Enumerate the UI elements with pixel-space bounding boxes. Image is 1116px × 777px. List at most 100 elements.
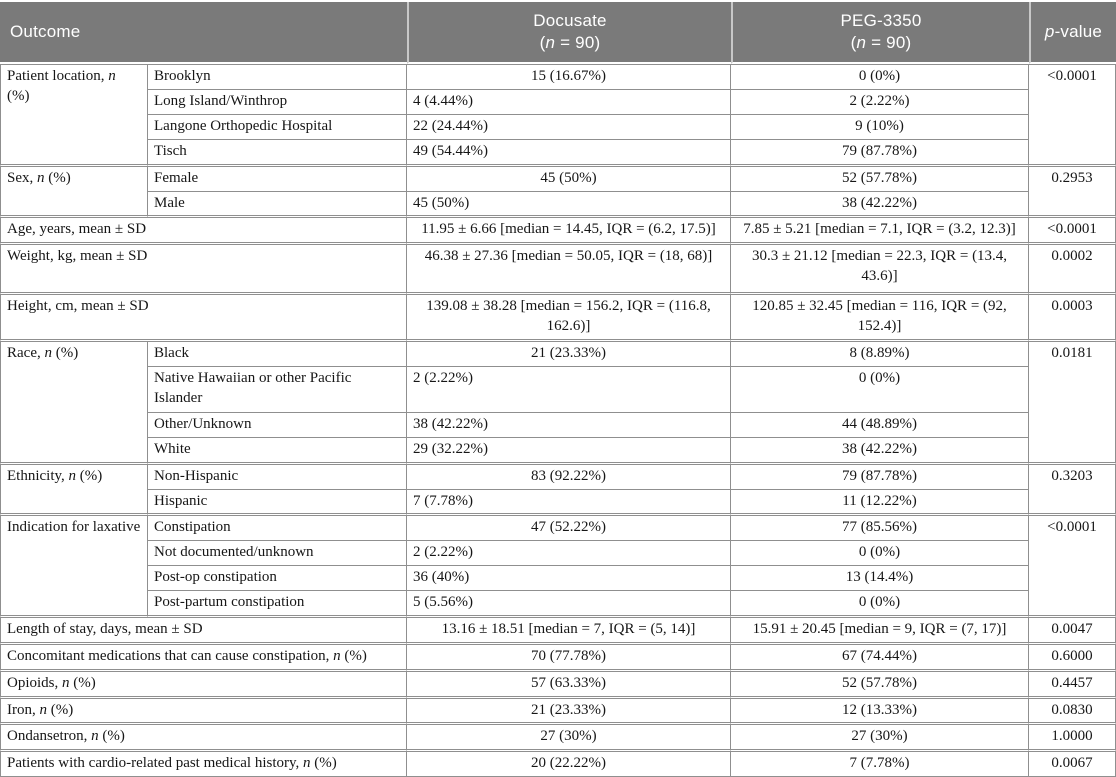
p-value: 0.2953 <box>1029 166 1116 219</box>
docusate-value: 49 (54.44%) <box>407 139 731 167</box>
group-label: Sex, n (%) <box>0 166 148 219</box>
column-header-docusate: Docusate (n = 90) <box>407 2 731 64</box>
peg-value: 38 (42.22%) <box>731 191 1029 219</box>
peg-value: 0 (0%) <box>731 64 1029 90</box>
table-row: Indication for laxative Constipation 47 … <box>0 516 1116 619</box>
table-row: Ondansetron, n (%) 27 (30%) 27 (30%) 1.0… <box>0 725 1116 753</box>
docusate-value: 4 (4.44%) <box>407 89 731 115</box>
sub-label: Constipation <box>148 516 407 542</box>
docusate-value: 57 (63.33%) <box>407 671 731 699</box>
table-row: White 29 (32.22%) 38 (42.22%) <box>0 437 1116 465</box>
docusate-value: 20 (22.22%) <box>407 752 731 777</box>
p-value: 0.0002 <box>1029 245 1116 296</box>
group-length-of-stay: Length of stay, days, mean ± SD 13.16 ± … <box>0 618 1116 645</box>
group-label: Concomitant medications that can cause c… <box>0 644 407 672</box>
group-indication: Indication for laxative Constipation 47 … <box>0 516 1116 619</box>
sub-label: Hispanic <box>148 489 407 517</box>
docusate-header-n: (n = 90) <box>539 33 601 52</box>
docusate-value: 83 (92.22%) <box>407 464 731 490</box>
sub-label: Post-partum constipation <box>148 591 407 619</box>
p-value: 0.6000 <box>1029 644 1116 672</box>
group-label: Indication for laxative <box>0 516 148 619</box>
table-row: Post-partum constipation 5 (5.56%) 0 (0%… <box>0 591 1116 619</box>
peg-value: 27 (30%) <box>731 725 1029 753</box>
group-ondansetron: Ondansetron, n (%) 27 (30%) 27 (30%) 1.0… <box>0 725 1116 753</box>
peg-value: 11 (12.22%) <box>731 489 1029 517</box>
table-row: Langone Orthopedic Hospital 22 (24.44%) … <box>0 114 1116 140</box>
column-header-outcome: Outcome <box>0 2 407 64</box>
peg-value: 120.85 ± 32.45 [median = 116, IQR = (92,… <box>731 295 1029 342</box>
group-label: Opioids, n (%) <box>0 671 407 699</box>
peg-value: 52 (57.78%) <box>731 166 1029 192</box>
docusate-value: 15 (16.67%) <box>407 64 731 90</box>
docusate-value: 38 (42.22%) <box>407 412 731 438</box>
p-value: 0.0830 <box>1029 698 1116 726</box>
group-age: Age, years, mean ± SD 11.95 ± 6.66 [medi… <box>0 218 1116 246</box>
docusate-value: 29 (32.22%) <box>407 437 731 465</box>
group-sex: Sex, n (%) Female 45 (50%) 52 (57.78%) 0… <box>0 166 1116 219</box>
table-row: Age, years, mean ± SD 11.95 ± 6.66 [medi… <box>0 218 1116 246</box>
table-row: Height, cm, mean ± SD 139.08 ± 38.28 [me… <box>0 295 1116 342</box>
table-row: Length of stay, days, mean ± SD 13.16 ± … <box>0 618 1116 645</box>
table-header: Outcome Docusate (n = 90) PEG-3350 (n = … <box>0 2 1116 64</box>
table-row: Other/Unknown 38 (42.22%) 44 (48.89%) <box>0 412 1116 438</box>
table-row: Male 45 (50%) 38 (42.22%) <box>0 191 1116 219</box>
group-label: Patient location, n (%) <box>0 64 148 167</box>
sub-label: Long Island/Winthrop <box>148 89 407 115</box>
sub-label: Male <box>148 191 407 219</box>
p-value: 0.0047 <box>1029 618 1116 645</box>
table-row: Iron, n (%) 21 (23.33%) 12 (13.33%) 0.08… <box>0 698 1116 726</box>
group-iron: Iron, n (%) 21 (23.33%) 12 (13.33%) 0.08… <box>0 698 1116 726</box>
docusate-value: 36 (40%) <box>407 566 731 592</box>
p-value: <0.0001 <box>1029 64 1116 167</box>
peg-value: 13 (14.4%) <box>731 566 1029 592</box>
p-value: 0.4457 <box>1029 671 1116 699</box>
peg-value: 0 (0%) <box>731 591 1029 619</box>
table-row: Post-op constipation 36 (40%) 13 (14.4%) <box>0 566 1116 592</box>
table-row: Hispanic 7 (7.78%) 11 (12.22%) <box>0 489 1116 517</box>
peg-value: 0 (0%) <box>731 541 1029 567</box>
table-row: Concomitant medications that can cause c… <box>0 644 1116 672</box>
table-row: Sex, n (%) Female 45 (50%) 52 (57.78%) 0… <box>0 166 1116 219</box>
docusate-value: 70 (77.78%) <box>407 644 731 672</box>
docusate-value: 139.08 ± 38.28 [median = 156.2, IQR = (1… <box>407 295 731 342</box>
peg-value: 44 (48.89%) <box>731 412 1029 438</box>
table-row: Ethnicity, n (%) Non-Hispanic 83 (92.22%… <box>0 464 1116 517</box>
table-row: Long Island/Winthrop 4 (4.44%) 2 (2.22%) <box>0 89 1116 115</box>
peg-header-n: (n = 90) <box>850 33 912 52</box>
peg-value: 38 (42.22%) <box>731 437 1029 465</box>
peg-value: 12 (13.33%) <box>731 698 1029 726</box>
sub-label: Non-Hispanic <box>148 464 407 490</box>
sub-label: Tisch <box>148 139 407 167</box>
group-height: Height, cm, mean ± SD 139.08 ± 38.28 [me… <box>0 295 1116 342</box>
docusate-value: 2 (2.22%) <box>407 541 731 567</box>
group-label: Height, cm, mean ± SD <box>0 295 407 342</box>
peg-value: 2 (2.22%) <box>731 89 1029 115</box>
p-value: 0.3203 <box>1029 464 1116 517</box>
table-row: Race, n (%) Black 21 (23.33%) 8 (8.89%) … <box>0 341 1116 465</box>
sub-label: Native Hawaiian or other Pacific Islande… <box>148 366 407 413</box>
docusate-value: 46.38 ± 27.36 [median = 50.05, IQR = (18… <box>407 245 731 296</box>
group-patient-location: Patient location, n (%) Brooklyn 15 (16.… <box>0 64 1116 167</box>
group-label: Patients with cardio-related past medica… <box>0 752 407 777</box>
docusate-value: 21 (23.33%) <box>407 341 731 367</box>
docusate-value: 5 (5.56%) <box>407 591 731 619</box>
sub-label: Other/Unknown <box>148 412 407 438</box>
table-row: Native Hawaiian or other Pacific Islande… <box>0 366 1116 413</box>
sub-label: Post-op constipation <box>148 566 407 592</box>
peg-value: 67 (74.44%) <box>731 644 1029 672</box>
peg-value: 79 (87.78%) <box>731 139 1029 167</box>
peg-header-name: PEG-3350 <box>840 10 922 30</box>
group-label: Age, years, mean ± SD <box>0 218 407 246</box>
column-header-pvalue: p-value <box>1029 2 1116 64</box>
table-row: Tisch 49 (54.44%) 79 (87.78%) <box>0 139 1116 167</box>
docusate-value: 45 (50%) <box>407 166 731 192</box>
p-value: 1.0000 <box>1029 725 1116 753</box>
docusate-value: 22 (24.44%) <box>407 114 731 140</box>
sub-label: Langone Orthopedic Hospital <box>148 114 407 140</box>
group-cardio-history: Patients with cardio-related past medica… <box>0 752 1116 777</box>
table-row: Patient location, n (%) Brooklyn 15 (16.… <box>0 64 1116 167</box>
peg-value: 9 (10%) <box>731 114 1029 140</box>
sub-label: Female <box>148 166 407 192</box>
